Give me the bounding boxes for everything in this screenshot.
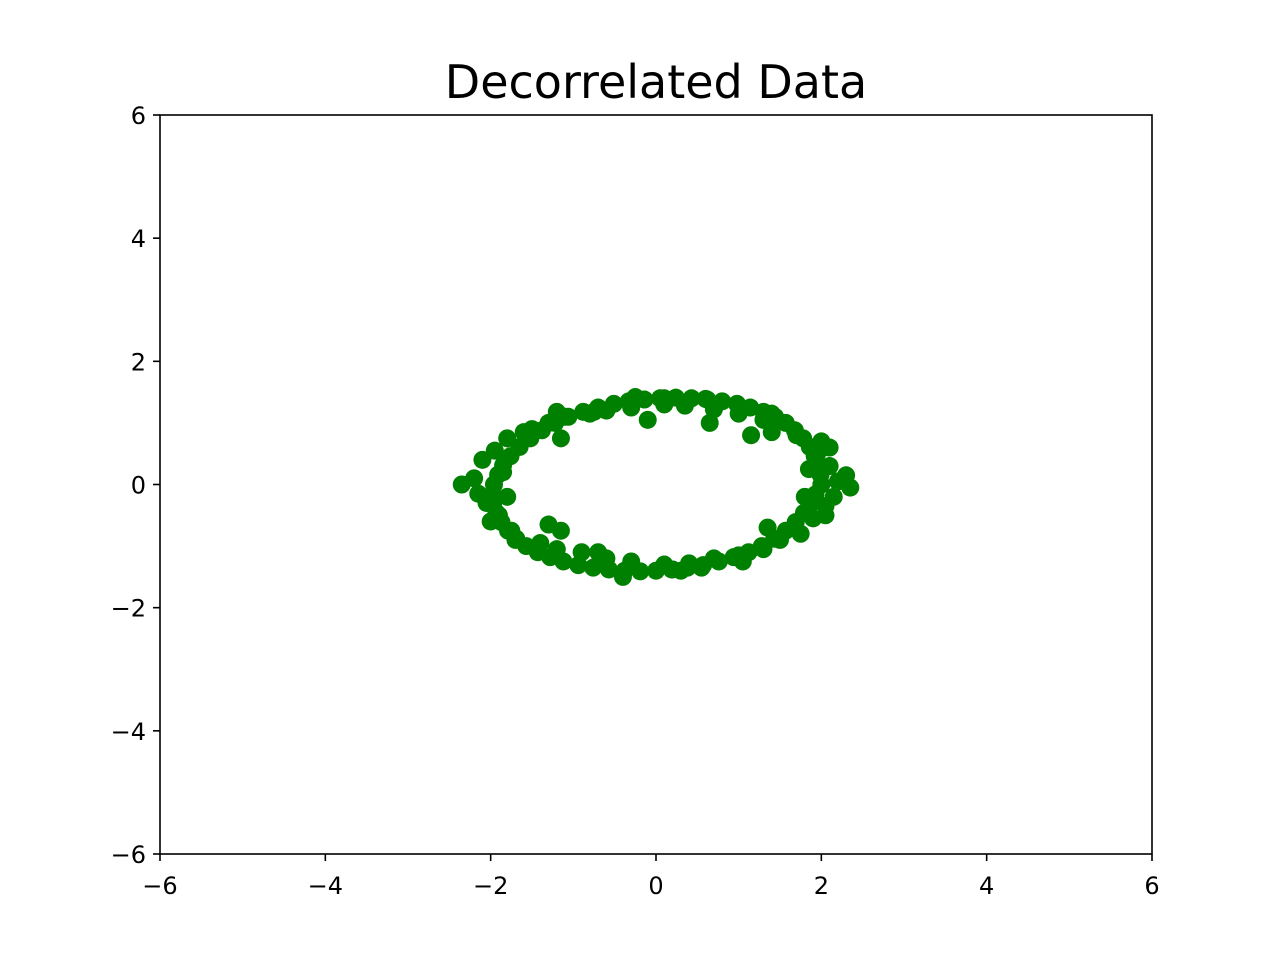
data-point xyxy=(498,429,517,448)
data-point xyxy=(816,506,835,525)
data-point xyxy=(791,524,810,543)
data-point xyxy=(584,558,603,577)
y-axis: −6 −4 −2 0 2 4 6 xyxy=(111,102,160,869)
x-tick-label: −2 xyxy=(473,872,508,900)
data-point xyxy=(473,450,492,469)
data-point xyxy=(799,460,818,479)
y-tick-label: 2 xyxy=(131,348,146,376)
data-point xyxy=(762,423,781,442)
data-point xyxy=(671,561,690,580)
data-point xyxy=(481,512,500,531)
data-point xyxy=(729,404,748,423)
x-tick-label: −6 xyxy=(142,872,177,900)
x-tick-label: 2 xyxy=(814,872,829,900)
data-point xyxy=(547,402,566,421)
data-point xyxy=(613,567,632,586)
data-point xyxy=(622,552,641,571)
y-tick-label: −4 xyxy=(111,718,146,746)
data-point xyxy=(758,518,777,537)
data-point xyxy=(675,396,694,415)
data-point xyxy=(655,389,674,408)
y-tick-label: 6 xyxy=(131,102,146,130)
data-point xyxy=(696,389,715,408)
x-tick-label: 6 xyxy=(1144,872,1159,900)
x-axis: −6 −4 −2 0 2 4 6 xyxy=(142,854,1160,900)
x-tick-label: −4 xyxy=(308,872,343,900)
x-tick-label: 0 xyxy=(648,872,663,900)
data-point xyxy=(551,521,570,540)
y-tick-label: 4 xyxy=(131,225,146,253)
data-point xyxy=(787,426,806,445)
data-point xyxy=(841,478,860,497)
data-point xyxy=(812,432,831,451)
chart-title: Decorrelated Data xyxy=(445,55,867,109)
data-point xyxy=(742,426,761,445)
data-point xyxy=(820,457,839,476)
data-point xyxy=(824,487,843,506)
data-point xyxy=(638,410,657,429)
data-point xyxy=(762,404,781,423)
data-point xyxy=(494,463,513,482)
data-point xyxy=(589,543,608,562)
data-point xyxy=(700,413,719,432)
data-points xyxy=(452,388,860,586)
data-point xyxy=(704,549,723,568)
data-point xyxy=(506,530,525,549)
data-point xyxy=(754,540,773,559)
y-tick-label: −2 xyxy=(111,595,146,623)
plot-area-frame xyxy=(159,114,1153,855)
data-point xyxy=(626,388,645,407)
data-point xyxy=(733,552,752,571)
data-point xyxy=(469,484,488,503)
y-tick-label: −6 xyxy=(111,841,146,869)
data-point xyxy=(795,487,814,506)
data-point xyxy=(531,534,550,553)
y-tick-label: 0 xyxy=(131,472,146,500)
data-point xyxy=(523,420,541,439)
data-point xyxy=(692,558,711,577)
data-point xyxy=(498,487,517,506)
data-point xyxy=(572,543,591,562)
data-point xyxy=(485,441,504,460)
x-tick-label: 4 xyxy=(979,872,994,900)
data-point xyxy=(547,540,566,559)
data-point xyxy=(452,475,471,494)
data-point xyxy=(551,429,570,448)
data-point xyxy=(771,530,789,549)
data-point xyxy=(585,402,603,421)
